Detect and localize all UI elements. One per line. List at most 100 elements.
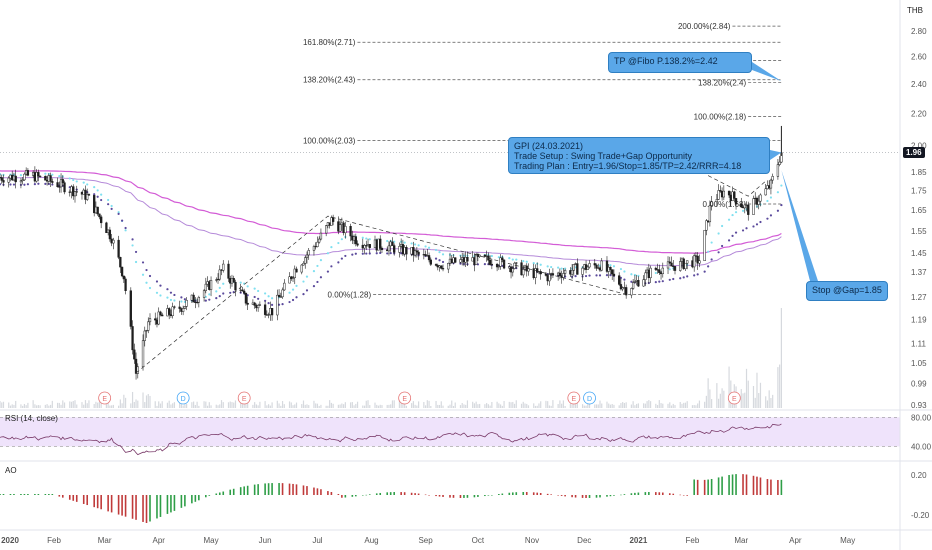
candle-body [72,186,75,197]
volume-bar [365,400,367,408]
candle-body [497,266,500,268]
ema-fast-dot [288,291,291,294]
candle-body [679,261,682,271]
ao-bar [477,495,479,497]
volume-bar [281,401,284,408]
ao-bar [438,495,441,497]
volume-bar [266,405,268,408]
volume-bar [123,394,125,408]
ema-slow-dot [441,260,445,264]
candle-body [277,294,281,298]
candle-body [216,278,220,281]
volume-bar [527,405,530,408]
volume-bar [196,401,198,408]
volume-bar [320,404,322,408]
volume-bar [377,405,380,408]
candle-body [734,198,738,205]
ao-bar [756,476,758,495]
ema-slow-dot [131,238,134,241]
ao-bar [142,495,144,522]
volume-bar [219,404,221,408]
candle-body [703,229,706,262]
volume-bar [423,402,425,408]
candle-body [495,263,499,268]
ema-fast-dot [131,244,134,247]
ema-slow-dot [277,303,281,306]
candle-body [478,254,481,257]
ema-fast-dot [410,242,413,245]
ema-slow-dot [584,274,588,278]
x-tick-label: Mar [734,536,748,545]
ema-slow-dot [741,229,745,232]
ema-slow-dot [727,239,731,242]
current-price-tag: 1.96 [903,147,925,158]
candle-body [743,204,746,209]
tp-callout[interactable]: TP @Fibo P.138.2%=2.42 [608,52,752,73]
ao-bar [82,495,85,504]
volume-bar [620,403,622,408]
volume-bar [416,405,418,408]
ema-slow-dot [780,203,783,207]
candle-body [611,269,614,275]
candle-body [234,281,237,291]
ao-bar [770,479,772,495]
volume-bar [119,399,121,408]
volume-bar [643,403,645,408]
ema-fast-dot [86,183,89,186]
ema-slow-dot [222,292,225,295]
volume-bar [332,403,334,408]
candle-body [633,281,637,283]
ao-bar [693,479,695,495]
volume-bar [674,405,676,408]
candle-body [661,267,664,275]
volume-bar [402,400,404,408]
volume-bar [644,403,646,408]
candles [0,125,783,380]
ao-bar [13,494,15,495]
event-label: E [242,396,247,403]
volume-bar [709,389,711,408]
volume-bar [308,405,310,408]
ao-bar [777,479,779,495]
event-label: D [587,396,592,403]
ema-fast-dot [557,266,560,269]
ema-slow-dot [117,212,120,215]
candle-body [304,257,307,264]
ema-slow-dot [595,274,598,277]
ema-slow-dot [693,274,696,277]
ema-fast-dot [264,292,267,295]
candle-body [380,247,384,251]
ao-bar [585,495,587,498]
candle-body [87,194,91,196]
ema-slow-dot [759,220,762,224]
volume-bar [154,401,156,408]
candle-body [256,305,260,309]
stop-callout[interactable]: Stop @Gap=1.85 [806,281,888,301]
candle-body [534,268,537,279]
ema-fast-dot [609,264,612,267]
candle-body [630,288,633,296]
volume-bar [613,404,615,408]
candle-body [105,222,108,233]
volume-bar [268,404,270,408]
event-label: E [572,396,577,403]
ema-fast-dot [173,299,176,302]
info-callout[interactable]: GPI (24.03.2021) Trade Setup : Swing Tra… [508,137,770,174]
volume-bar [255,404,257,408]
rsi-title: RSI (14, close) [5,414,58,423]
ao-bar [344,495,347,498]
candle-body [222,263,225,271]
candle-body [562,273,565,278]
rsi-tick-label: 80.00 [911,413,932,422]
candle-body [185,299,188,307]
volume-bar [173,402,176,408]
ema-fast-dot [633,273,636,277]
candle-body [117,239,120,258]
candle-body [548,273,551,282]
volume-bar [343,404,345,408]
ao-bar [400,492,402,495]
ema-fast-dot [257,289,260,293]
volume-bar [149,395,151,408]
volume-bar [388,404,390,408]
